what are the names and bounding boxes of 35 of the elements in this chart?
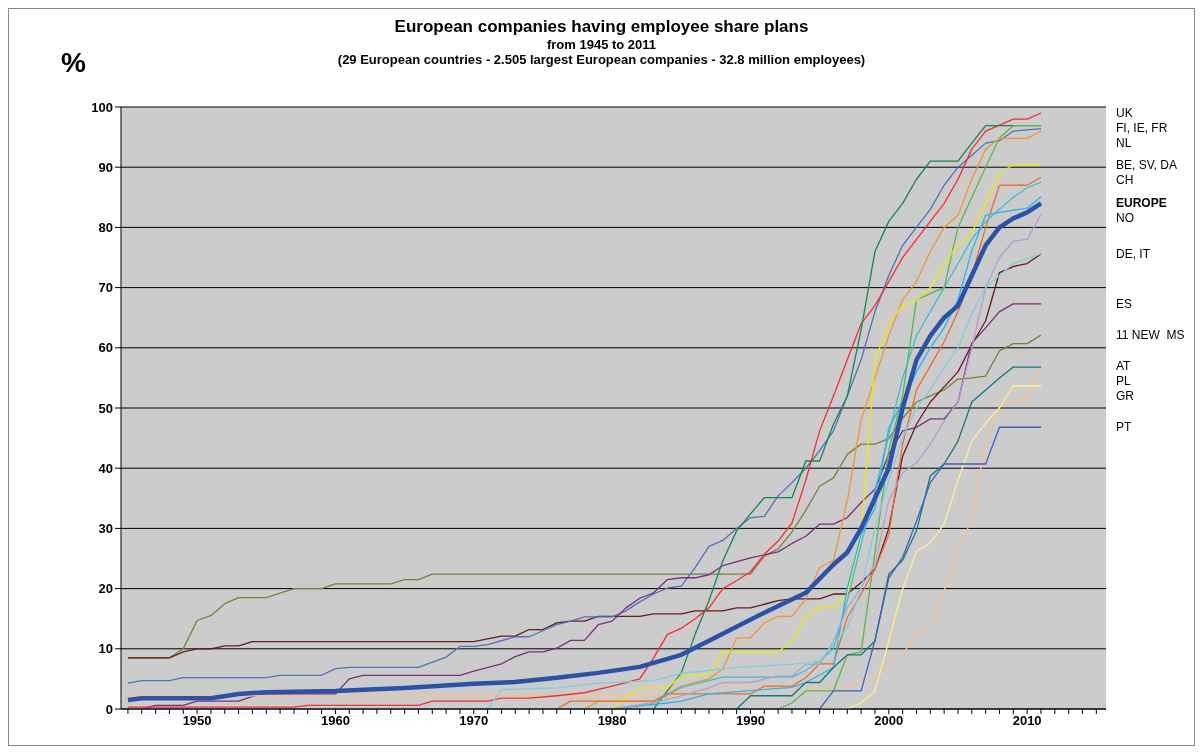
text: 11 NEW MS (1116, 327, 1185, 344)
y-tick-label: 50 (98, 400, 113, 416)
y-tick-label: 40 (98, 460, 113, 476)
text: PT (1116, 419, 1132, 436)
chart-subtitle: from 1945 to 2011 (29 European countries - 2.505 largest European companies - 32.8 million employees) (337, 37, 866, 67)
text: NL (1116, 135, 1132, 152)
text: GR (1116, 387, 1134, 404)
y-tick-label: 20 (98, 581, 113, 597)
text: FI, IE, FR (1116, 120, 1168, 137)
chart-title: European companies having employee share plans (393, 17, 810, 37)
y-axis-title: % (61, 47, 86, 79)
x-tick-label: 2000 (874, 713, 904, 729)
text: NO (1116, 210, 1134, 227)
text: AT (1116, 357, 1131, 374)
y-tick-label: 60 (98, 340, 113, 356)
text: ES (1116, 295, 1133, 312)
y-tick-label: 70 (98, 280, 113, 296)
x-tick-label: 1970 (459, 713, 489, 729)
x-tick-label: 1960 (320, 713, 350, 729)
x-tick-label: 1990 (736, 713, 765, 729)
text: CH (1116, 171, 1134, 188)
y-tick-label: 100 (91, 99, 113, 115)
text: BE, SV, DA (1116, 156, 1177, 173)
x-tick-label: 1980 (597, 713, 627, 729)
x-tick-label: 2010 (1012, 713, 1042, 729)
text: PL (1116, 372, 1131, 389)
y-tick-label: 80 (98, 220, 113, 236)
y-tick-label: 30 (98, 521, 113, 537)
y-tick-label: 0 (105, 701, 113, 717)
text: EUROPE (1116, 195, 1167, 212)
y-tick-label: 90 (98, 159, 113, 175)
text: DE, IT (1116, 245, 1151, 262)
text: UK (1116, 105, 1133, 122)
x-tick-label: 1950 (182, 713, 212, 729)
y-tick-label: 10 (98, 641, 113, 657)
